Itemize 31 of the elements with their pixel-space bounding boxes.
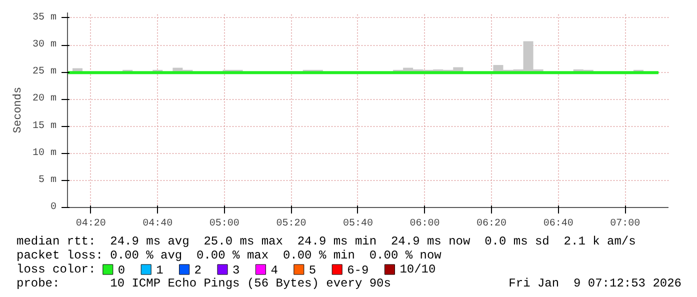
legend-label: 2 <box>194 264 202 278</box>
legend-label: 6-9 <box>347 264 369 278</box>
legend-label: 4 <box>270 264 278 278</box>
x-tick-label: 05:40 <box>342 218 373 230</box>
x-tick-label: 06:20 <box>476 218 507 230</box>
y-tick-label: 15 m <box>32 120 57 132</box>
legend-label: 10/10 <box>400 262 436 276</box>
text: packet loss: 0.00 % avg 0.00 % max 0.00 % min 0.00 % now <box>16 248 442 262</box>
y-axis-title: Seconds <box>12 86 24 134</box>
text: Fri Jan 9 07:12:53 2026 <box>508 276 682 290</box>
y-tick-label: 5 m <box>38 174 57 186</box>
x-tick-label: 06:40 <box>543 218 574 230</box>
y-tick-label: 10 m <box>32 148 57 159</box>
y-tick-label: 20 m <box>32 94 57 105</box>
legend-title: loss color: <box>16 262 96 276</box>
y-tick-label: 35 m <box>32 12 57 24</box>
text: probe: 10 ICMP Echo Pings (56 Bytes) every 90s <box>16 276 391 290</box>
legend-label: 5 <box>308 264 316 278</box>
y-tick-label: 30 m <box>32 40 57 50</box>
y-tick-label: 25 m <box>32 66 57 78</box>
x-tick-label: 07:00 <box>610 218 640 230</box>
text: median rtt: 24.9 ms avg 25.0 ms max 24.9 ms min 24.9 ms now 0.0 ms sd 2.1 k am/s <box>16 234 636 248</box>
x-tick-label: 06:00 <box>410 218 440 230</box>
x-tick-label: 04:40 <box>142 218 173 230</box>
legend-label: 0 <box>118 264 126 278</box>
legend-label: 1 <box>156 264 164 278</box>
y-tick-label: 0 <box>50 202 57 213</box>
x-tick-label: 05:00 <box>209 218 240 230</box>
x-tick-label: 04:20 <box>76 218 106 230</box>
x-tick-label: 05:20 <box>276 218 306 230</box>
legend-label: 3 <box>232 264 240 278</box>
